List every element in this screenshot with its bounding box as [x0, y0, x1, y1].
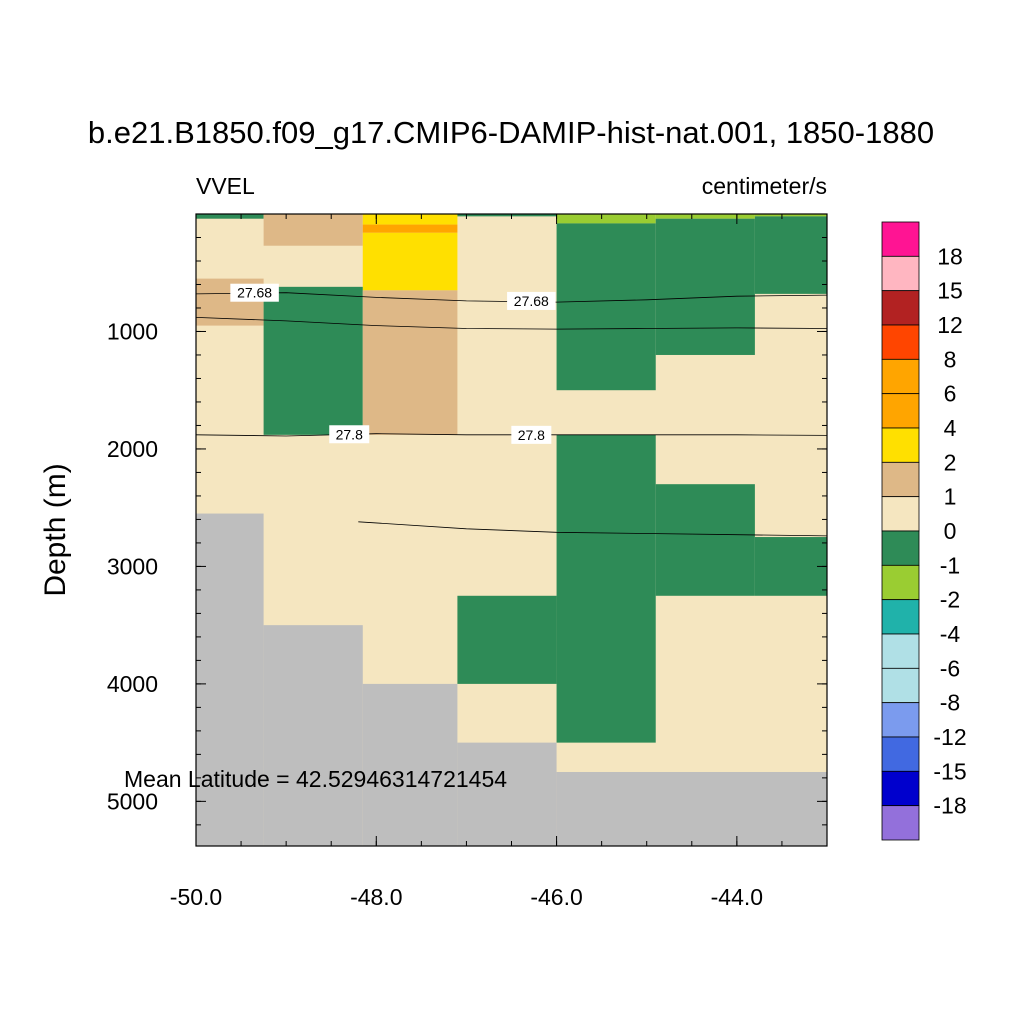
- colorbar-label: 12: [937, 312, 963, 338]
- colorbar: 18 15 12 8 6 4 2 1 0 -1 -2 -4 -6 -8 -12 -15 -18: [881, 221, 967, 841]
- x-tick-label: -46.0: [530, 884, 582, 910]
- colorbar-swatch-0: [881, 221, 920, 257]
- y-axis-title: Depth (m): [39, 463, 72, 596]
- axis-ticks: -50.0 -48.0 -46.0 -44.0 1000 2000 3000 4000 5000: [107, 213, 828, 910]
- velocity-cell-13: [263, 286, 363, 435]
- contour-label-0-0: 27.68: [230, 283, 279, 302]
- colorbar-swatch-14: [881, 702, 920, 738]
- contour-label-text: 27.8: [518, 427, 545, 443]
- velocity-cell-9: [556, 223, 656, 391]
- colorbar-label: 6: [944, 381, 957, 407]
- colorbar-label: -4: [940, 621, 961, 647]
- land-mask-0: [196, 513, 264, 846]
- y-tick-label: 1000: [107, 318, 158, 344]
- contour-line-1: [195, 317, 828, 330]
- contour-label-0-1: 27.68: [507, 291, 556, 310]
- velocity-cell-18: [457, 595, 557, 684]
- velocity-cell-0: [196, 214, 264, 219]
- y-tick-label: 4000: [107, 671, 158, 697]
- x-tick-label: -44.0: [711, 884, 763, 910]
- y-tick-label: 3000: [107, 553, 158, 579]
- colorbar-label: 2: [944, 449, 957, 475]
- velocity-cell-3: [362, 224, 458, 233]
- colorbar-label: -18: [933, 793, 966, 819]
- colorbar-swatch-7: [881, 461, 920, 498]
- contour-label-box: [507, 291, 556, 310]
- land-mask-2: [362, 683, 458, 846]
- contour-label-text: 27.68: [237, 285, 272, 301]
- velocity-cell-8: [754, 214, 827, 217]
- velocity-cell-17: [754, 537, 827, 596]
- velocity-cell-5: [457, 214, 557, 217]
- colorbar-swatch-16: [881, 770, 920, 807]
- colorbar-label: 4: [944, 415, 957, 441]
- velocity-cell-6: [556, 214, 656, 224]
- x-tick-label: -48.0: [350, 884, 402, 910]
- colorbar-label: 0: [944, 518, 957, 544]
- colorbar-label: -15: [933, 758, 966, 784]
- contour-label-2-1: 27.8: [511, 425, 552, 444]
- colorbar-swatch-12: [881, 633, 920, 669]
- colorbar-swatch-8: [881, 496, 920, 532]
- colorbar-label: 8: [944, 346, 957, 372]
- colorbar-swatch-9: [881, 530, 920, 566]
- density-contours: 27.68 27.68 27.8 27.8: [195, 283, 828, 537]
- contour-label-box: [230, 283, 279, 302]
- colorbar-label: -8: [940, 690, 960, 716]
- colorbar-swatch-10: [881, 564, 920, 601]
- mean-latitude-annotation: Mean Latitude = 42.52946314721454: [124, 766, 507, 792]
- contour-label-box: [511, 425, 552, 444]
- units-label: centimeter/s: [702, 173, 827, 199]
- velocity-cell-16: [655, 484, 755, 596]
- contour-line-3: [358, 521, 828, 537]
- velocity-cell-11: [754, 216, 827, 294]
- variable-label: VVEL: [196, 173, 255, 199]
- land-mask-4: [556, 771, 827, 846]
- chart-title: b.e21.B1850.f09_g17.CMIP6-DAMIP-hist-nat…: [88, 115, 934, 150]
- colorbar-swatch-2: [881, 290, 920, 326]
- velocity-cell-14: [362, 290, 458, 435]
- velocity-cell-15: [556, 434, 656, 743]
- y-tick-label: 2000: [107, 436, 158, 462]
- colorbar-label: -2: [940, 587, 960, 613]
- contour-label-box: [329, 425, 370, 444]
- colorbar-swatch-15: [881, 736, 920, 772]
- velocity-cell-10: [655, 218, 755, 355]
- colorbar-swatch-11: [881, 599, 920, 635]
- colorbar-swatch-6: [881, 427, 920, 463]
- contour-label-text: 27.68: [514, 293, 549, 309]
- plot-area: [196, 214, 827, 846]
- colorbar-label: -12: [933, 724, 966, 750]
- colorbar-label: 15: [937, 278, 963, 304]
- colorbar-swatch-5: [881, 393, 920, 429]
- colorbar-label: 1: [944, 484, 957, 510]
- colorbar-label: -1: [940, 552, 960, 578]
- x-tick-label: -50.0: [170, 884, 222, 910]
- velocity-cell-2: [362, 214, 458, 225]
- colorbar-swatch-4: [881, 358, 920, 395]
- velocity-cell-1: [263, 214, 363, 246]
- y-tick-label: 5000: [107, 788, 158, 814]
- colorbar-swatch-17: [881, 805, 920, 841]
- contour-label-text: 27.8: [336, 426, 363, 442]
- colorbar-label: -6: [940, 655, 960, 681]
- colorbar-label: 18: [937, 243, 963, 269]
- land-mask-1: [263, 625, 363, 846]
- colorbar-swatch-1: [881, 255, 920, 292]
- velocity-cell-4: [362, 232, 458, 291]
- colorbar-swatch-13: [881, 667, 920, 704]
- colorbar-swatch-3: [881, 324, 920, 360]
- velocity-cell-7: [655, 214, 755, 219]
- contour-label-2-0: 27.8: [329, 425, 370, 444]
- land-mask-3: [457, 742, 557, 846]
